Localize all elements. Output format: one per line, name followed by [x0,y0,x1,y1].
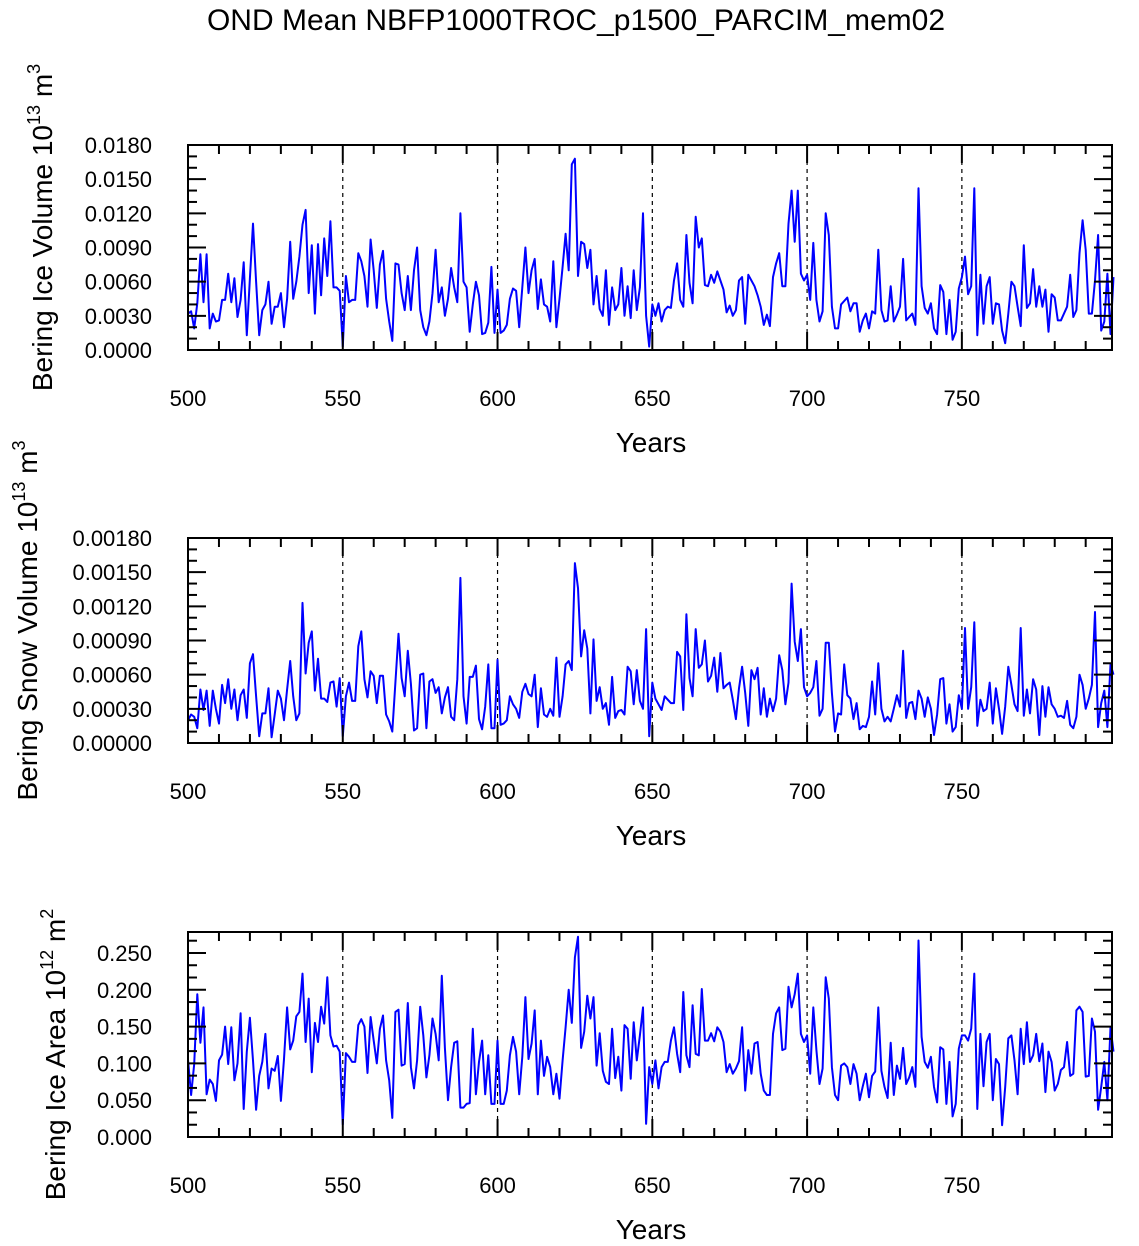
panel-1: 500 550 600 650 700 750 0.0000 0.0030 0.0060 0.00… [24,64,1115,458]
chart-title: OND Mean NBFP1000TROC_p1500_PARCIM_mem02 [207,4,945,37]
y-tick-label: 0.200 [97,978,152,1003]
plot-frame [187,931,1113,1138]
x-tick-label: 700 [789,1173,826,1198]
x-tick-label: 500 [170,1173,207,1198]
x-tick-label: 650 [634,779,671,804]
y-axis-title-part: 10 [27,125,58,156]
x-tick-label: 600 [479,386,516,411]
x-axis-title: Years [616,427,687,458]
y-tick-label: 0.0150 [85,167,152,192]
x-tick-label: 500 [170,779,207,804]
y-axis-title-part: m [12,451,43,482]
y-axis-title-part: Bering Snow Volume [12,533,43,801]
y-axis-title-part: 3 [9,440,29,450]
y-tick-label: 0.100 [97,1051,152,1076]
x-tick-label: 600 [479,1173,516,1198]
y-tick-label: 0.000 [97,1125,152,1150]
y-tick-label: 0.00150 [72,560,152,585]
y-tick-label: 0.0030 [85,304,152,329]
y-tick-label: 0.00090 [72,629,152,654]
y-tick-label: 0.00030 [72,697,152,722]
y-tick-label: 0.050 [97,1088,152,1113]
y-axis-title: Bering Ice Volume 1013 m3 [24,64,58,391]
x-tick-label: 550 [324,1173,361,1198]
y-tick-label: 0.0180 [85,133,152,158]
x-axis-title: Years [616,820,687,851]
y-axis-title-part: 12 [37,950,57,970]
y-tick-label: 0.150 [97,1015,152,1040]
series-line [187,935,1115,1127]
y-axis-title-part: 13 [24,105,44,125]
y-tick-label: 0.00000 [72,731,152,756]
y-tick-label: 0.0090 [85,236,152,261]
y-axis-title-part: m [40,919,71,950]
y-tick-label: 0.0120 [85,201,152,226]
x-tick-label: 550 [324,386,361,411]
y-tick-label: 0.00060 [72,663,152,688]
x-tick-label: 700 [789,779,826,804]
panel-3: 500 550 600 650 700 750 0.000 0.050 0.100 0.150 0.… [37,909,1115,1245]
x-tick-label: 750 [944,779,981,804]
x-tick-label: 500 [170,386,207,411]
y-axis-title-part: Bering Ice Area [40,1001,71,1200]
y-tick-label: 0.00180 [72,526,152,551]
y-axis-title: Bering Ice Area 1012 m2 [37,909,71,1201]
panel-2: 500 550 600 650 700 750 0.00000 0.00030 0.00060 0… [9,440,1115,851]
y-axis-title-part: 13 [9,482,29,502]
x-tick-label: 550 [324,779,361,804]
x-axis-title: Years [616,1214,687,1245]
x-tick-label: 700 [789,386,826,411]
series-line [187,562,1115,739]
y-tick-label: 0.250 [97,941,152,966]
x-tick-label: 600 [479,779,516,804]
y-axis-title-part: m [27,74,58,105]
x-tick-label: 750 [944,386,981,411]
y-axis-title-part: 3 [24,64,44,74]
x-tick-label: 750 [944,1173,981,1198]
x-tick-label: 650 [634,1173,671,1198]
y-axis-title: Bering Snow Volume 1013 m3 [9,440,43,800]
series-line [187,157,1115,348]
y-tick-label: 0.0000 [85,338,152,363]
y-axis-title-part: Bering Ice Volume [27,156,58,391]
y-tick-label: 0.0060 [85,270,152,295]
y-axis-title-part: 10 [12,502,43,533]
y-axis-title-part: 10 [40,970,71,1001]
y-tick-label: 0.00120 [72,594,152,619]
y-axis-title-part: 2 [37,909,57,919]
x-tick-label: 650 [634,386,671,411]
